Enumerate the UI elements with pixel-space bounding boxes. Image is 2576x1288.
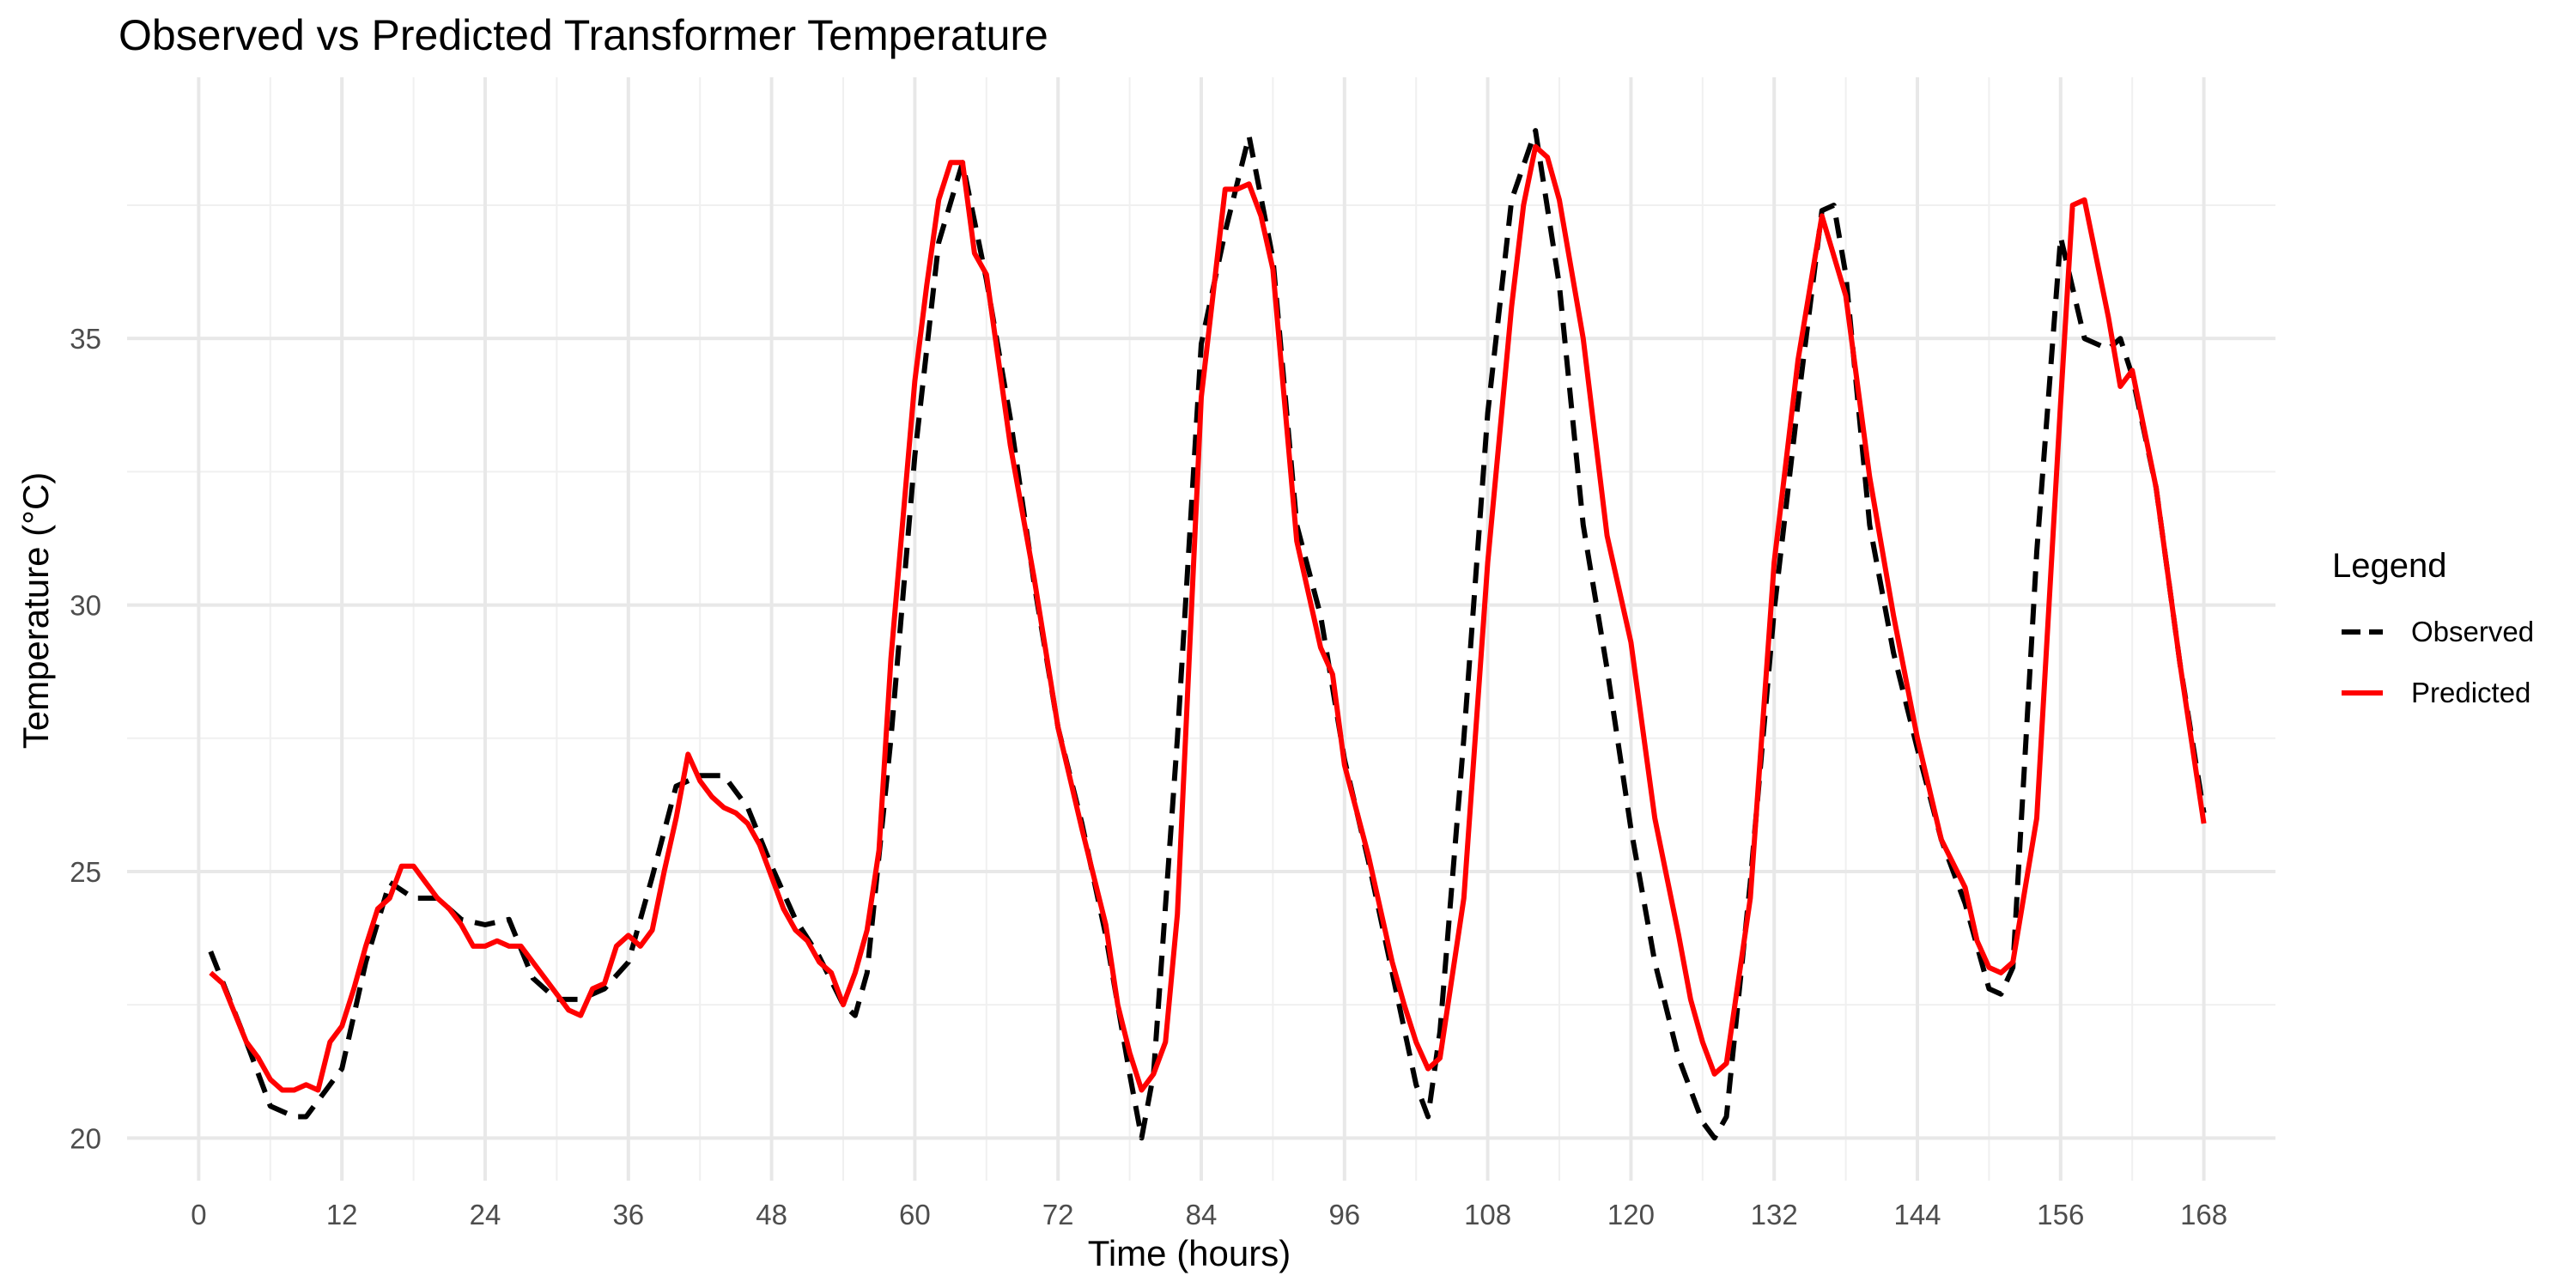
y-tick-label: 35 (70, 323, 101, 355)
x-tick-label: 0 (191, 1199, 206, 1230)
x-tick-label: 24 (470, 1199, 501, 1230)
x-tick-label: 72 (1042, 1199, 1074, 1230)
legend: Legend Observed Predicted (2332, 547, 2534, 708)
legend-title: Legend (2332, 547, 2446, 585)
y-axis-title: Temperature (°C) (15, 472, 56, 750)
x-axis-title: Time (hours) (1088, 1233, 1291, 1273)
x-tick-label: 48 (756, 1199, 787, 1230)
x-tick-label: 12 (326, 1199, 358, 1230)
x-tick-label: 36 (612, 1199, 644, 1230)
x-tick-label: 60 (899, 1199, 931, 1230)
legend-label-observed: Observed (2411, 616, 2534, 647)
x-tick-label: 156 (2037, 1199, 2084, 1230)
x-tick-label: 120 (1607, 1199, 1655, 1230)
x-tick-label: 144 (1893, 1199, 1941, 1230)
chart-title: Observed vs Predicted Transformer Temper… (118, 11, 1048, 59)
series-predicted-line (209, 143, 2207, 1093)
y-tick-label: 25 (70, 856, 101, 888)
x-tick-label: 168 (2180, 1199, 2227, 1230)
x-tick-label: 96 (1328, 1199, 1360, 1230)
x-tick-labels: 0 12 24 36 48 60 72 84 96 108 120 132 144 156 168 (191, 1199, 2227, 1230)
y-tick-label: 20 (70, 1122, 101, 1154)
series-layer (208, 128, 2207, 1141)
x-tick-label: 132 (1751, 1199, 1798, 1230)
grid (127, 77, 2275, 1181)
y-tick-label: 30 (70, 590, 101, 622)
x-tick-label: 84 (1186, 1199, 1218, 1230)
y-tick-labels: 20 25 30 35 (70, 323, 101, 1154)
legend-label-predicted: Predicted (2411, 677, 2530, 708)
series-observed-line (208, 128, 2207, 1141)
x-tick-label: 108 (1464, 1199, 1511, 1230)
